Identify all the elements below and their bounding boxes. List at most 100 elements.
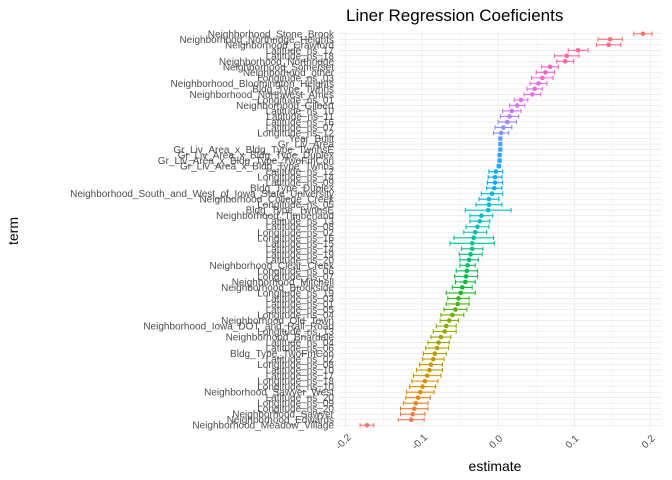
term-label: Latitude_ns_16 bbox=[266, 117, 335, 128]
estimate-point bbox=[532, 86, 537, 92]
term-label: Bldg_Type_Duplex bbox=[250, 184, 334, 195]
term-label: Neighborhood_Stone_Brook bbox=[208, 29, 335, 40]
estimate-point bbox=[496, 163, 502, 169]
estimate-point bbox=[447, 318, 452, 323]
estimate-point bbox=[477, 218, 483, 224]
estimate-point bbox=[458, 290, 464, 296]
term-label: Gr_Liv_Area_x_Bldg_Type_Twnhs bbox=[180, 162, 334, 173]
estimate-point bbox=[485, 207, 491, 213]
x-tick-label: 0.2 bbox=[640, 433, 658, 451]
y-axis-title: term bbox=[5, 217, 21, 245]
estimate-point bbox=[408, 417, 414, 423]
estimate-point bbox=[430, 356, 436, 362]
term-label: Latitude_ns_09 bbox=[266, 178, 335, 189]
estimate-point bbox=[418, 389, 423, 395]
term-label: Neighborhood_Bloomington_Heights bbox=[171, 79, 334, 90]
estimate-point bbox=[468, 252, 473, 257]
estimate-point bbox=[498, 147, 503, 152]
estimate-point bbox=[436, 340, 441, 345]
estimate-point bbox=[479, 213, 484, 219]
term-label: Latitude_ns_07 bbox=[266, 123, 335, 134]
term-label: Neighborhood_other bbox=[243, 68, 335, 79]
term-label: Neighborhood_Brookside bbox=[221, 283, 334, 294]
term-label: Neighborhood_Northridge_Heights bbox=[179, 35, 334, 46]
estimate-point bbox=[469, 240, 475, 246]
term-label: Bldg_Type_TwnhsE bbox=[246, 206, 335, 217]
estimate-point bbox=[509, 108, 515, 114]
term-label: Gr_Liv_Area_x_Bldg_Type_Duplex bbox=[178, 151, 334, 162]
term-label: Latitude_ns_12 bbox=[266, 167, 335, 178]
term-label: Neighborhood_Gilbert bbox=[236, 101, 334, 112]
estimate-point bbox=[606, 42, 611, 48]
estimate-point bbox=[507, 114, 512, 119]
term-label: Longitude_ns_13 bbox=[257, 327, 334, 338]
estimate-point bbox=[466, 257, 472, 263]
term-label: Latitude_ns_18 bbox=[266, 51, 335, 62]
estimate-point bbox=[434, 345, 440, 351]
estimate-point bbox=[411, 406, 417, 412]
estimate-point bbox=[518, 97, 524, 103]
estimate-point bbox=[492, 180, 498, 185]
term-label: Neighborhood_Clear_Creek bbox=[209, 261, 335, 272]
estimate-point bbox=[498, 141, 503, 147]
term-label: Longitude_ns_03 bbox=[257, 73, 334, 84]
term-label: Latitude_ns_11 bbox=[266, 112, 334, 123]
term-label: Longitude_ns_12 bbox=[257, 129, 334, 140]
estimate-point bbox=[443, 323, 449, 329]
term-label: Longitude_ns_14 bbox=[257, 173, 334, 184]
estimate-point bbox=[428, 362, 434, 367]
term-label: Latitude_ns_10 bbox=[266, 106, 335, 117]
term-label: Bldg_Type_TwoFmCon bbox=[230, 349, 334, 360]
estimate-point bbox=[540, 75, 545, 81]
term-label: Neighborhood_Timberland bbox=[216, 211, 334, 222]
term-label: Latitude_ns_13 bbox=[266, 217, 335, 228]
estimate-point bbox=[453, 307, 458, 312]
term-label: Longitude_ns_04 bbox=[257, 310, 334, 321]
term-label: Longitude_ns_20 bbox=[257, 404, 334, 415]
estimate-point bbox=[364, 422, 370, 428]
term-label: Bldg_Type_Twnhs bbox=[252, 84, 334, 95]
term-label: Neighborhood_Sawyer bbox=[232, 410, 334, 421]
x-tick-label: -0.2 bbox=[334, 432, 354, 452]
term-label: Gr_Liv_Area_x_Bldg_Type_TwoFmCon bbox=[158, 156, 334, 167]
estimate-point bbox=[607, 36, 613, 42]
term-label: Neighborhood_Northwest_Ames bbox=[189, 90, 334, 101]
term-label: Latitude_ns_17 bbox=[266, 46, 335, 57]
estimate-point bbox=[498, 130, 504, 136]
term-label: Neighborhood_Mitchell bbox=[232, 277, 334, 288]
estimate-point bbox=[498, 136, 503, 141]
term-label: Latitude_ns_02 bbox=[266, 355, 335, 366]
term-label: Neighborhood_Northridge bbox=[219, 57, 335, 68]
term-label: Longitude_ns_16 bbox=[257, 233, 334, 244]
estimate-point bbox=[491, 185, 497, 191]
term-label: Neighborhood_Old_Town bbox=[221, 316, 334, 327]
term-label: Latitude_ns_08 bbox=[266, 222, 335, 233]
term-label: Latitude_ns_10 bbox=[266, 366, 335, 377]
estimate-point bbox=[543, 70, 548, 75]
term-label: Latitude_ns_14 bbox=[266, 244, 335, 255]
term-label: Neighborhood_South_and_West_of_Iowa_Stat… bbox=[70, 189, 334, 200]
estimate-point bbox=[422, 378, 428, 384]
estimate-point bbox=[471, 235, 476, 241]
estimate-point bbox=[640, 31, 646, 37]
estimate-point bbox=[486, 196, 492, 202]
term-label: Neighborhood_Iowa_DOT_and_Rail_Road bbox=[143, 321, 334, 332]
estimate-point bbox=[455, 301, 460, 307]
estimate-point bbox=[424, 373, 430, 378]
estimate-point bbox=[497, 158, 502, 163]
term-label: Latitude_ns_06 bbox=[266, 344, 335, 355]
estimate-point bbox=[562, 59, 568, 64]
estimate-point bbox=[469, 246, 475, 252]
term-label: Latitude_ns_15 bbox=[266, 239, 335, 250]
x-tick-label: -0.1 bbox=[410, 432, 430, 452]
estimate-point bbox=[497, 152, 502, 158]
term-label: Neighborhood_Sawyer_West bbox=[204, 388, 334, 399]
term-label: Latitude_ns_20 bbox=[266, 255, 335, 266]
x-axis-title: estimate bbox=[469, 458, 522, 474]
estimate-point bbox=[486, 202, 492, 207]
estimate-point bbox=[415, 395, 421, 400]
term-label: Latitude_ns_17 bbox=[266, 371, 335, 382]
term-label: Latitude_ns_01 bbox=[266, 299, 335, 310]
estimate-point bbox=[463, 279, 468, 285]
